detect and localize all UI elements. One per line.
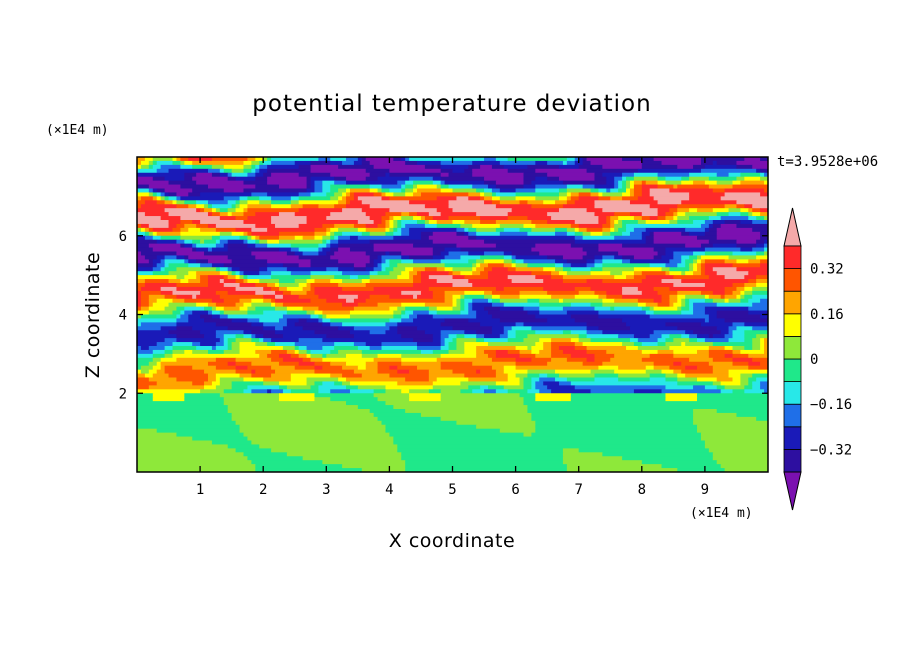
y-tick-label: 4 (119, 308, 127, 324)
colorbar-band (783, 381, 802, 405)
x-tick-label: 5 (448, 482, 456, 498)
x-tick-label: 7 (574, 482, 582, 498)
colorbar-band (783, 426, 802, 450)
contour-field (137, 157, 768, 472)
y-tick-label: 2 (119, 386, 127, 402)
x-tick-label: 4 (385, 482, 393, 498)
contour-plot-area: 1 2 3 4 5 6 7 8 9 2 4 6 (119, 156, 769, 498)
colorbar-tick-label: −0.32 (810, 442, 852, 458)
colorbar-band (783, 358, 802, 383)
colorbar-tick-label: 0.32 (810, 262, 844, 278)
chart-title: potential temperature deviation (252, 91, 651, 117)
colorbar-tick-label: 0 (810, 352, 818, 368)
x-axis: 1 2 3 4 5 6 7 8 9 (196, 157, 709, 498)
x-tick-label: 2 (259, 482, 267, 498)
y-axis: 2 4 6 (119, 229, 768, 402)
y-axis-label: Z coordinate (82, 252, 104, 378)
x-tick-label: 1 (196, 482, 204, 498)
y-axis-unit: (×1E4 m) (46, 123, 109, 138)
colorbar-band (783, 335, 802, 360)
x-tick-label: 8 (638, 482, 646, 498)
colorbar-band (783, 448, 802, 473)
colorbar-extend-min (783, 471, 802, 511)
y-tick-label: 6 (119, 229, 127, 245)
colorbar-extend-max (783, 207, 802, 247)
colorbar-tick-label: 0.16 (810, 307, 844, 323)
colorbar: 0.32 0.16 0 −0.16 −0.32 (783, 207, 852, 511)
colorbar-tick-label: −0.16 (810, 397, 852, 413)
time-label: t=3.9528e+06 (777, 154, 878, 170)
x-tick-label: 9 (701, 482, 709, 498)
x-axis-label: X coordinate (389, 530, 515, 552)
colorbar-band (783, 290, 802, 315)
colorbar-band (783, 313, 802, 337)
colorbar-band (783, 403, 802, 428)
colorbar-band (783, 268, 802, 292)
x-tick-label: 3 (322, 482, 330, 498)
x-tick-label: 6 (511, 482, 519, 498)
colorbar-band (783, 245, 802, 270)
x-axis-unit: (×1E4 m) (690, 506, 753, 521)
